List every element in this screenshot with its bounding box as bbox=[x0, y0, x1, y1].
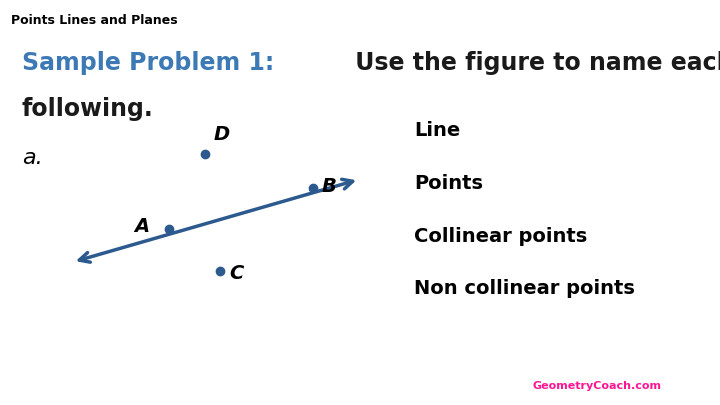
Text: GeometryCoach.com: GeometryCoach.com bbox=[533, 381, 662, 391]
Text: Sample Problem 1:: Sample Problem 1: bbox=[22, 51, 274, 75]
Text: D: D bbox=[214, 125, 230, 144]
Text: Collinear points: Collinear points bbox=[414, 227, 588, 246]
Text: B: B bbox=[322, 177, 337, 196]
Text: Points Lines and Planes: Points Lines and Planes bbox=[11, 14, 177, 27]
Text: a.: a. bbox=[22, 148, 42, 168]
Text: A: A bbox=[134, 217, 149, 236]
Text: Use the figure to name each of the: Use the figure to name each of the bbox=[347, 51, 720, 75]
Text: Line: Line bbox=[414, 122, 460, 141]
Text: C: C bbox=[229, 264, 243, 283]
Text: Points: Points bbox=[414, 174, 483, 193]
Text: following.: following. bbox=[22, 97, 153, 121]
Text: Non collinear points: Non collinear points bbox=[414, 279, 635, 298]
